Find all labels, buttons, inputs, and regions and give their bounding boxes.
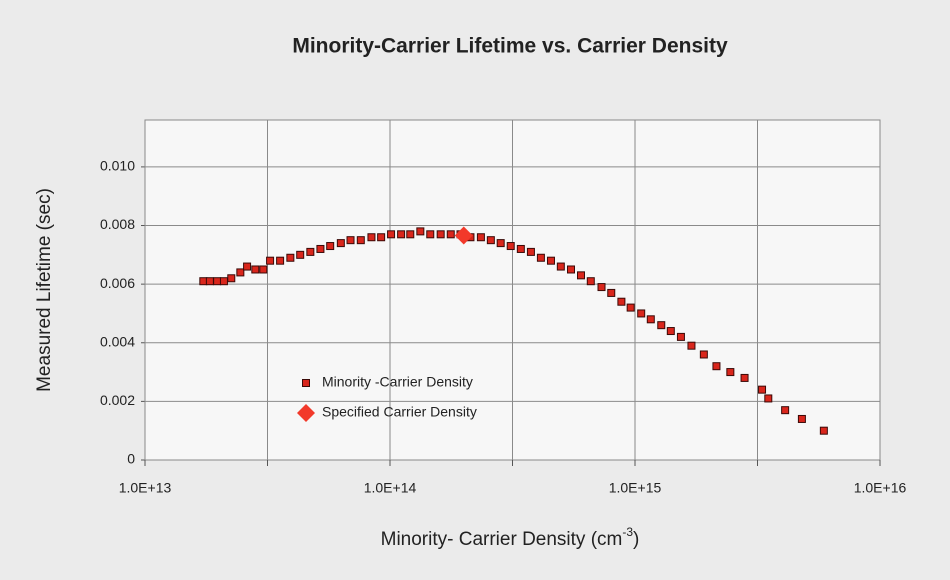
data-point bbox=[536, 253, 545, 262]
data-point bbox=[436, 230, 445, 239]
data-point bbox=[251, 265, 260, 274]
data-point bbox=[227, 274, 236, 283]
data-point bbox=[286, 253, 295, 262]
y-tick-label: 0.004 bbox=[100, 333, 135, 349]
y-tick-label: 0 bbox=[127, 451, 135, 467]
data-point bbox=[397, 230, 406, 239]
data-point bbox=[819, 426, 828, 435]
data-point bbox=[740, 373, 749, 382]
data-point bbox=[316, 244, 325, 253]
data-point bbox=[326, 242, 335, 251]
data-point bbox=[712, 362, 721, 371]
y-axis-label: Measured Lifetime (sec) bbox=[34, 188, 55, 392]
data-point bbox=[556, 262, 565, 271]
data-point bbox=[797, 414, 806, 423]
legend-marker bbox=[302, 379, 310, 387]
x-axis-label-end: ) bbox=[633, 529, 639, 550]
x-axis-label: Minority- Carrier Density (cm-3) bbox=[381, 525, 640, 550]
legend-marker bbox=[297, 404, 315, 422]
x-axis-label-sup: -3 bbox=[622, 525, 633, 539]
grid: 0 0.002 0.004 0.006 0.008 0.010 1.0E+13 1.0E+14… bbox=[100, 120, 907, 496]
data-point bbox=[356, 236, 365, 245]
data-point bbox=[577, 271, 586, 280]
x-tick-label: 1.0E+16 bbox=[854, 480, 907, 496]
data-point bbox=[219, 277, 228, 286]
legend-label: Specified Carrier Density bbox=[322, 404, 477, 420]
data-point bbox=[266, 256, 275, 265]
y-tick-label: 0.008 bbox=[100, 216, 135, 232]
data-point bbox=[426, 230, 435, 239]
x-tick-label: 1.0E+15 bbox=[609, 480, 662, 496]
data-point bbox=[476, 233, 485, 242]
data-point bbox=[666, 327, 675, 336]
y-tick-label: 0.010 bbox=[100, 158, 135, 174]
x-tick-label: 1.0E+13 bbox=[119, 480, 172, 496]
data-point bbox=[205, 277, 214, 286]
data-point bbox=[626, 303, 635, 312]
data-point bbox=[758, 385, 767, 394]
data-point bbox=[454, 226, 473, 245]
x-axis-label-main: Minority- Carrier Density (cm bbox=[381, 529, 623, 550]
data-point bbox=[236, 268, 245, 277]
data-point bbox=[764, 394, 773, 403]
data-point bbox=[516, 244, 525, 253]
data-point bbox=[676, 332, 685, 341]
y-tick-label: 0.006 bbox=[100, 275, 135, 291]
data-point bbox=[657, 321, 666, 330]
data-point bbox=[406, 230, 415, 239]
data-point bbox=[646, 315, 655, 324]
data-point bbox=[387, 230, 396, 239]
data-point bbox=[416, 227, 425, 236]
data-point bbox=[276, 256, 285, 265]
marks bbox=[199, 226, 828, 435]
data-point bbox=[213, 277, 222, 286]
data-point bbox=[259, 265, 268, 274]
data-point bbox=[526, 247, 535, 256]
data-point bbox=[699, 350, 708, 359]
data-point bbox=[306, 247, 315, 256]
data-point bbox=[506, 242, 515, 251]
data-point bbox=[617, 297, 626, 306]
legend: Minority -Carrier Density Specified Carri… bbox=[297, 374, 477, 422]
data-point bbox=[586, 277, 595, 286]
data-point bbox=[687, 341, 696, 350]
legend-label: Minority -Carrier Density bbox=[322, 374, 473, 390]
data-point bbox=[546, 256, 555, 265]
data-point bbox=[346, 236, 355, 245]
chart-title: Minority-Carrier Lifetime vs. Carrier De… bbox=[292, 35, 728, 58]
data-point bbox=[377, 233, 386, 242]
data-point bbox=[336, 239, 345, 248]
data-point bbox=[199, 277, 208, 286]
x-tick-label: 1.0E+14 bbox=[364, 480, 417, 496]
data-point bbox=[367, 233, 376, 242]
data-point bbox=[597, 283, 606, 292]
y-tick-label: 0.002 bbox=[100, 392, 135, 408]
data-point bbox=[567, 265, 576, 274]
data-point bbox=[296, 250, 305, 259]
data-point bbox=[486, 236, 495, 245]
data-point bbox=[496, 239, 505, 248]
data-point bbox=[607, 288, 616, 297]
data-point bbox=[781, 406, 790, 415]
data-point bbox=[446, 230, 455, 239]
data-point bbox=[243, 262, 252, 271]
data-point bbox=[637, 309, 646, 318]
data-point bbox=[726, 368, 735, 377]
